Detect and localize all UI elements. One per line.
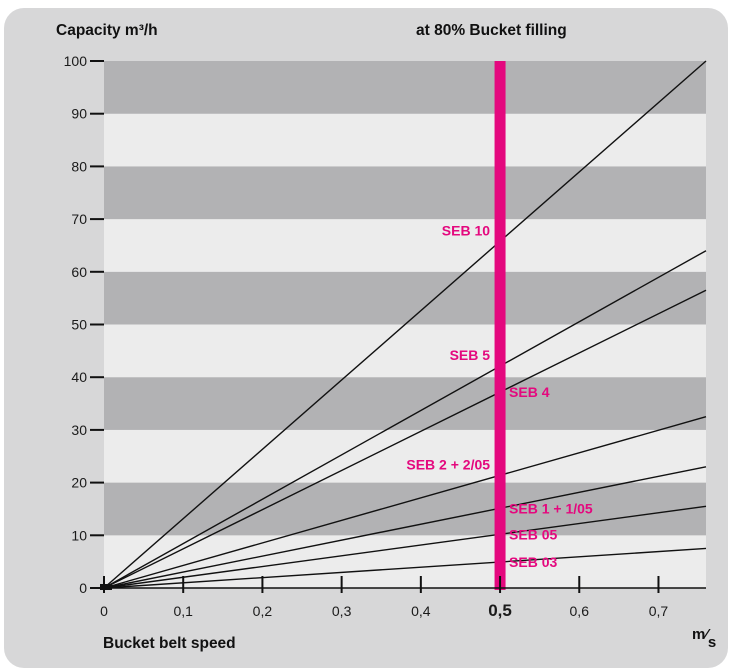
band [104, 482, 706, 536]
y-tick-label: 100 [64, 53, 88, 69]
x-axis-title: Bucket belt speed [103, 635, 236, 652]
band [104, 377, 706, 430]
series-label: SEB 5 [450, 347, 491, 363]
band [104, 271, 706, 325]
marker-bar [494, 61, 506, 590]
series-lines [103, 60, 707, 589]
series-line [103, 250, 707, 589]
speed-marker [494, 61, 506, 590]
band [104, 219, 706, 272]
band [104, 324, 706, 378]
y-tick-label: 70 [71, 211, 87, 227]
band [104, 429, 706, 483]
x-tick-label: 0,3 [332, 603, 352, 619]
series-line [103, 466, 707, 589]
origin-mark [100, 584, 112, 590]
x-tick-label: 0,5 [488, 601, 512, 620]
x-tick-label: 0 [100, 603, 108, 619]
series-line [103, 60, 707, 589]
series-label: SEB 4 [509, 384, 550, 400]
series-line [103, 289, 707, 589]
series-label: SEB 2 + 2/05 [406, 456, 490, 472]
band [104, 61, 706, 114]
y-tick-label: 20 [71, 475, 87, 491]
series-label: SEB 1 + 1/05 [509, 500, 593, 516]
x-tick-label: 0,6 [570, 603, 590, 619]
background-bands [104, 61, 706, 588]
series-line [103, 547, 707, 589]
series-line [103, 416, 707, 589]
x-tick-label: 0,7 [649, 603, 669, 619]
series-labels: SEB 10 SEB 5 SEB 4 SEB 2 + 2/05 SEB 1 + 1/05… [406, 222, 593, 570]
band [104, 535, 706, 588]
y-tick-label: 30 [71, 422, 87, 438]
x-axis-unit: m⁄s [692, 626, 717, 651]
y-tick-label: 90 [71, 106, 87, 122]
y-tick-label: 60 [71, 264, 87, 280]
x-tick-label: 0,2 [253, 603, 273, 619]
band [104, 113, 706, 167]
y-tick-label: 50 [71, 317, 87, 333]
series-label: SEB 10 [442, 222, 490, 238]
axes: 0 10 20 30 40 50 60 70 80 90 100 0 0,1 0,2 0,3 0,4 0,5 0,… [64, 53, 706, 620]
y-tick-label: 80 [71, 158, 87, 174]
band [104, 166, 706, 220]
y-tick-label: 40 [71, 369, 87, 385]
chart-subtitle: at 80% Bucket filling [416, 22, 567, 39]
series-label: SEB 03 [509, 554, 557, 570]
y-axis-title: Capacity m³/h [56, 22, 158, 39]
series-line [103, 505, 707, 589]
y-tick-label: 10 [71, 527, 87, 543]
series-label: SEB 05 [509, 526, 557, 542]
x-tick-label: 0,4 [411, 603, 431, 619]
y-tick-label: 0 [79, 580, 87, 596]
x-tick-label: 0,1 [173, 603, 193, 619]
